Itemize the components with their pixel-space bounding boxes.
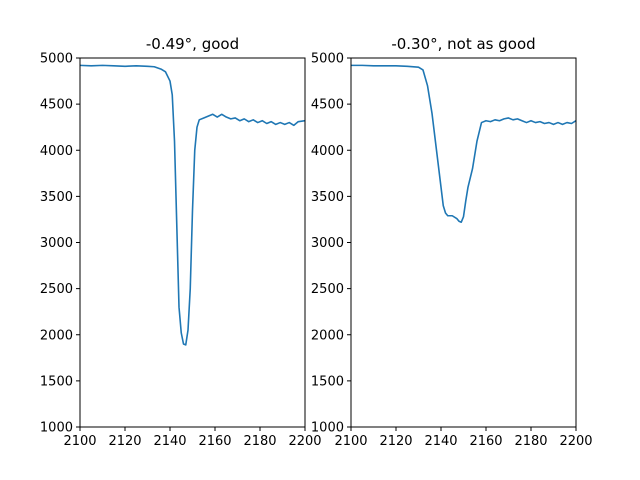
left-series-line [80,64,305,346]
right-y-tick-label: 1000 [311,421,344,436]
right-y-tick-label: 4000 [311,144,344,159]
right-series-line [351,64,576,223]
left-x-tick-label: 2100 [63,434,96,449]
left-x-tick-label: 2120 [108,434,141,449]
left-y-tick-label: 3000 [40,236,73,251]
left-x-tick-label: 2200 [288,434,321,449]
right-subplot-title: -0.30°, not as good [391,35,535,53]
left-y-tick-label: 2500 [40,282,73,297]
right-subplot-frame [350,57,577,428]
left-x-tick-label: 2160 [198,434,231,449]
right-subplot-plot-area [351,64,576,223]
right-x-tick-label: 2160 [469,434,502,449]
left-x-tick-label: 2140 [153,434,186,449]
left-y-tick-label: 5000 [40,52,73,67]
left-x-tick-label: 2180 [243,434,276,449]
right-x-tick-label: 2120 [379,434,412,449]
left-y-tick-label: 1500 [40,374,73,389]
right-y-tick-label: 1500 [311,374,344,389]
left-subplot-ticks: 2100 2120 2140 2160 2180 2200 1000 1500 2000 2500… [40,52,322,450]
right-x-tick-label: 2180 [514,434,547,449]
left-subplot-plot-area [80,64,305,346]
right-x-tick-label: 2140 [424,434,457,449]
right-subplot-ticks: 2100 2120 2140 2160 2180 2200 1000 1500 2000 2500… [311,52,593,450]
right-x-tick-label: 2100 [334,434,367,449]
left-subplot-frame [79,57,306,428]
left-y-tick-label: 3500 [40,190,73,205]
right-y-tick-label: 2000 [311,328,344,343]
left-subplot: -0.49°, good 2100 2120 2140 2160 2180 2200 100… [40,35,322,449]
left-y-tick-label: 4500 [40,98,73,113]
right-y-tick-label: 3000 [311,236,344,251]
left-subplot-title: -0.49°, good [146,35,239,53]
left-y-tick-label: 4000 [40,144,73,159]
right-y-tick-label: 2500 [311,282,344,297]
right-x-tick-label: 2200 [559,434,592,449]
right-y-tick-label: 5000 [311,52,344,67]
right-y-tick-label: 4500 [311,98,344,113]
left-y-tick-label: 1000 [40,421,73,436]
right-subplot: -0.30°, not as good 2100 2120 2140 2160 2180… [311,35,593,449]
right-y-tick-label: 3500 [311,190,344,205]
left-y-tick-label: 2000 [40,328,73,343]
